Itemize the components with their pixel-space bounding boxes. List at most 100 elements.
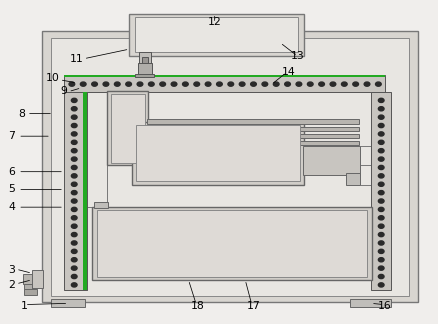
Circle shape	[378, 174, 384, 178]
Circle shape	[319, 82, 325, 86]
Circle shape	[205, 82, 211, 86]
Circle shape	[217, 82, 222, 86]
Circle shape	[285, 82, 290, 86]
Text: 7: 7	[8, 131, 15, 141]
Bar	[147, 119, 359, 124]
Circle shape	[378, 123, 384, 128]
Circle shape	[71, 115, 77, 119]
Circle shape	[71, 157, 77, 161]
Circle shape	[71, 132, 77, 136]
Bar	[92, 207, 372, 280]
Bar	[135, 74, 154, 76]
Circle shape	[71, 165, 77, 169]
Circle shape	[71, 216, 77, 220]
Bar	[132, 122, 304, 185]
Circle shape	[183, 82, 188, 86]
Circle shape	[330, 82, 336, 86]
Text: 16: 16	[378, 301, 392, 311]
Circle shape	[171, 82, 177, 86]
Circle shape	[126, 82, 131, 86]
Bar	[346, 173, 360, 185]
Circle shape	[148, 82, 154, 86]
Circle shape	[251, 82, 256, 86]
Text: 4: 4	[8, 202, 15, 212]
Text: 13: 13	[291, 51, 304, 61]
Text: 18: 18	[190, 301, 204, 311]
Bar	[64, 75, 385, 77]
Circle shape	[71, 283, 77, 287]
Circle shape	[364, 82, 370, 86]
Circle shape	[378, 216, 384, 220]
Text: 2: 2	[8, 280, 15, 290]
Text: 17: 17	[247, 301, 261, 311]
Circle shape	[71, 123, 77, 128]
Circle shape	[378, 224, 384, 228]
Circle shape	[71, 199, 77, 203]
Circle shape	[378, 241, 384, 245]
Circle shape	[71, 258, 77, 262]
Circle shape	[71, 107, 77, 111]
Circle shape	[92, 82, 97, 86]
Circle shape	[69, 82, 75, 86]
Bar	[94, 202, 108, 208]
Circle shape	[71, 241, 77, 245]
Circle shape	[378, 182, 384, 186]
Text: 12: 12	[208, 17, 222, 27]
Circle shape	[137, 82, 143, 86]
Circle shape	[296, 82, 302, 86]
Bar	[111, 94, 145, 163]
Text: 6: 6	[8, 167, 15, 177]
Text: 3: 3	[8, 265, 15, 275]
Circle shape	[378, 207, 384, 212]
Bar	[64, 75, 385, 92]
Circle shape	[378, 233, 384, 237]
Circle shape	[378, 98, 384, 102]
Bar	[147, 134, 359, 138]
Circle shape	[378, 165, 384, 169]
Text: 14: 14	[282, 67, 296, 77]
Text: 8: 8	[18, 109, 25, 119]
Circle shape	[378, 107, 384, 111]
Bar	[142, 57, 148, 63]
Circle shape	[378, 249, 384, 253]
Bar	[138, 63, 152, 75]
Circle shape	[114, 82, 120, 86]
Circle shape	[262, 82, 268, 86]
Circle shape	[342, 82, 347, 86]
Circle shape	[378, 115, 384, 119]
Circle shape	[71, 98, 77, 102]
Circle shape	[378, 199, 384, 203]
Bar	[130, 14, 304, 55]
Circle shape	[160, 82, 166, 86]
Bar	[136, 125, 300, 181]
Bar	[135, 17, 298, 52]
Circle shape	[378, 191, 384, 195]
Circle shape	[71, 174, 77, 178]
Circle shape	[378, 157, 384, 161]
Bar	[32, 270, 43, 288]
Circle shape	[71, 191, 77, 195]
Bar	[24, 284, 32, 289]
Circle shape	[378, 266, 384, 270]
Bar	[24, 289, 37, 295]
Bar	[97, 210, 367, 276]
Circle shape	[81, 82, 86, 86]
Text: 10: 10	[46, 73, 60, 83]
Circle shape	[239, 82, 245, 86]
Circle shape	[307, 82, 313, 86]
Text: 5: 5	[8, 184, 15, 194]
Bar	[64, 92, 87, 290]
Bar	[51, 299, 85, 307]
Circle shape	[378, 283, 384, 287]
Bar	[83, 92, 87, 290]
Circle shape	[228, 82, 233, 86]
Bar	[139, 52, 151, 75]
Circle shape	[378, 132, 384, 136]
Bar	[22, 274, 32, 284]
Text: 9: 9	[60, 86, 67, 96]
Circle shape	[71, 149, 77, 153]
Circle shape	[71, 140, 77, 145]
Bar	[107, 91, 148, 165]
Circle shape	[375, 82, 381, 86]
Circle shape	[71, 207, 77, 212]
